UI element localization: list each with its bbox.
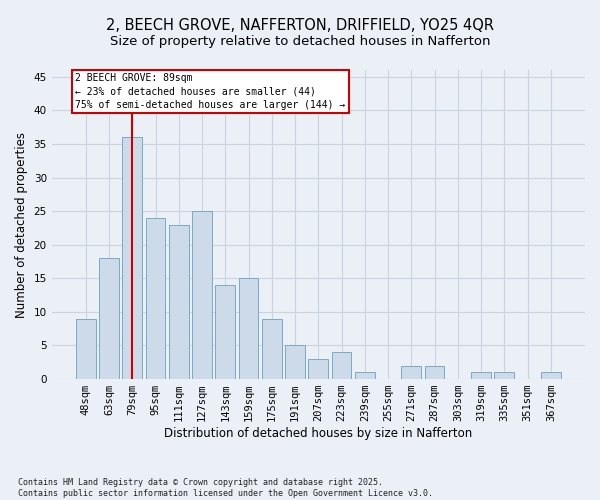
Bar xyxy=(239,278,259,379)
Bar xyxy=(169,224,188,379)
Text: 2 BEECH GROVE: 89sqm
← 23% of detached houses are smaller (44)
75% of semi-detac: 2 BEECH GROVE: 89sqm ← 23% of detached h… xyxy=(76,74,346,110)
Bar xyxy=(332,352,352,379)
Text: Size of property relative to detached houses in Nafferton: Size of property relative to detached ho… xyxy=(110,35,490,48)
Bar xyxy=(146,218,166,379)
Bar xyxy=(471,372,491,379)
Bar xyxy=(401,366,421,379)
Text: Contains HM Land Registry data © Crown copyright and database right 2025.
Contai: Contains HM Land Registry data © Crown c… xyxy=(18,478,433,498)
Bar xyxy=(99,258,119,379)
Bar xyxy=(122,137,142,379)
Bar xyxy=(262,318,282,379)
X-axis label: Distribution of detached houses by size in Nafferton: Distribution of detached houses by size … xyxy=(164,427,472,440)
Bar xyxy=(285,346,305,379)
Bar xyxy=(215,285,235,379)
Text: 2, BEECH GROVE, NAFFERTON, DRIFFIELD, YO25 4QR: 2, BEECH GROVE, NAFFERTON, DRIFFIELD, YO… xyxy=(106,18,494,32)
Bar xyxy=(494,372,514,379)
Bar xyxy=(355,372,375,379)
Y-axis label: Number of detached properties: Number of detached properties xyxy=(15,132,28,318)
Bar xyxy=(425,366,445,379)
Bar xyxy=(308,359,328,379)
Bar xyxy=(76,318,95,379)
Bar xyxy=(192,211,212,379)
Bar xyxy=(541,372,561,379)
